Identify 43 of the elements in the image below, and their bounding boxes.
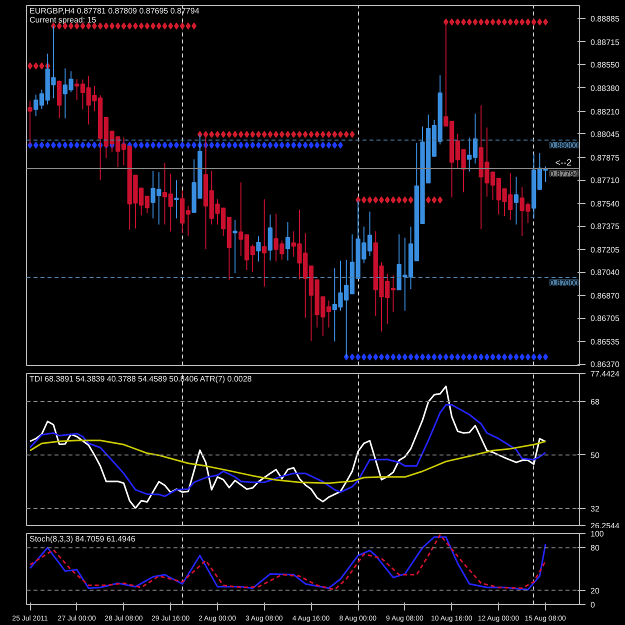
y-tick-label: 0.87710	[590, 176, 620, 186]
line-series	[29, 404, 546, 498]
ref-line-label: 0.87794	[550, 169, 580, 178]
chart-title: TDI 68.3891 54.3839 40.3788 54.4589 50.8406 ATR(7) 0.0028	[30, 374, 252, 384]
y-tick-label: 0.88550	[590, 60, 620, 70]
y-tick-label: 0.87540	[590, 199, 620, 208]
y-tick-label: 0.87205	[590, 245, 620, 254]
ref-line-label: 0.87000	[550, 278, 580, 288]
y-tick-label: 0.87875	[590, 153, 620, 162]
y-tick-label: 0.86870	[590, 291, 620, 300]
y-tick-label: 0.86535	[590, 337, 620, 346]
candlestick	[285, 222, 290, 262]
y-tick-label: 0	[590, 600, 596, 610]
y-tick-label: 100	[590, 530, 604, 538]
chart-title: EURGBP,H4 0.87781 0.87809 0.87695 0.87794	[30, 6, 200, 16]
y-tick-label: 0.88885	[590, 14, 620, 24]
candlestick	[232, 219, 238, 274]
annotation: <--2	[555, 157, 572, 168]
line-series	[29, 386, 546, 509]
ref-line-label: 0.88000	[550, 141, 580, 150]
y-tick-label: 0.88715	[590, 38, 620, 47]
text: Current spread: 15	[30, 16, 97, 24]
y-tick-label: 0.88045	[590, 130, 620, 139]
y-tick-label: 50	[590, 450, 600, 460]
candlestick	[174, 180, 179, 219]
y-tick-label: 0.86705	[590, 314, 620, 324]
candlestick	[268, 214, 273, 262]
candlestick	[56, 80, 62, 119]
y-tick-label: 0.86370	[590, 360, 620, 370]
candlestick	[256, 236, 261, 262]
y-tick-label: 77.4424	[590, 370, 620, 378]
y-tick-label: 32	[590, 504, 600, 514]
y-tick-label: 68	[590, 398, 600, 407]
line-series	[29, 440, 546, 484]
candlestick	[514, 176, 519, 226]
y-tick-label: 0.88380	[590, 84, 620, 93]
candlestick	[262, 198, 267, 288]
y-tick-label: 20	[590, 586, 600, 596]
y-tick-label: 0.87040	[590, 268, 620, 278]
y-tick-label: 0.87375	[590, 222, 620, 232]
y-tick-label: 80	[590, 544, 600, 553]
y-tick-label: 0.88210	[590, 107, 620, 116]
chart-title: Stoch(8,3,3) 84.7059 61.4946	[30, 534, 136, 544]
